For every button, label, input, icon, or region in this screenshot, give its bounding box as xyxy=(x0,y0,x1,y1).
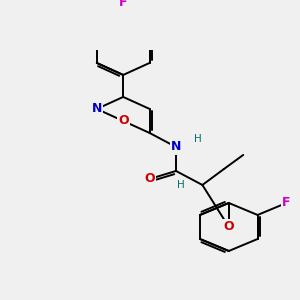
Text: O: O xyxy=(144,172,155,185)
Text: H: H xyxy=(193,134,202,144)
Text: O: O xyxy=(118,114,128,128)
Text: N: N xyxy=(92,102,102,116)
Text: O: O xyxy=(224,220,234,233)
Text: F: F xyxy=(119,0,128,9)
Text: H: H xyxy=(176,180,185,190)
Text: N: N xyxy=(171,140,181,154)
Text: H: H xyxy=(177,180,185,190)
Text: H: H xyxy=(194,134,202,144)
Text: F: F xyxy=(282,196,291,209)
